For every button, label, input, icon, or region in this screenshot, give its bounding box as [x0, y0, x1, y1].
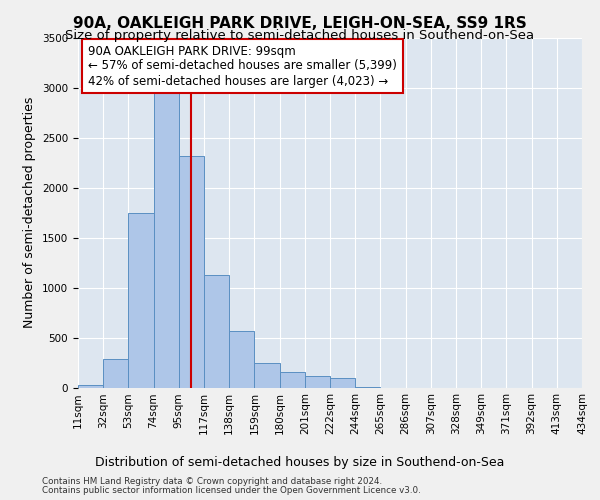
- Text: 90A, OAKLEIGH PARK DRIVE, LEIGH-ON-SEA, SS9 1RS: 90A, OAKLEIGH PARK DRIVE, LEIGH-ON-SEA, …: [73, 16, 527, 31]
- Bar: [204, 274, 229, 388]
- Y-axis label: Number of semi-detached properties: Number of semi-detached properties: [23, 97, 37, 328]
- Bar: [78, 384, 103, 388]
- Text: Size of property relative to semi-detached houses in Southend-on-Sea: Size of property relative to semi-detach…: [65, 29, 535, 42]
- Bar: [305, 376, 330, 388]
- Bar: [179, 156, 204, 388]
- Bar: [355, 387, 380, 388]
- Text: Distribution of semi-detached houses by size in Southend-on-Sea: Distribution of semi-detached houses by …: [95, 456, 505, 469]
- Bar: [330, 378, 355, 388]
- Bar: [280, 372, 305, 388]
- Text: Contains HM Land Registry data © Crown copyright and database right 2024.: Contains HM Land Registry data © Crown c…: [42, 477, 382, 486]
- Text: Contains public sector information licensed under the Open Government Licence v3: Contains public sector information licen…: [42, 486, 421, 495]
- Bar: [128, 212, 154, 388]
- Bar: [254, 362, 280, 388]
- Bar: [154, 82, 179, 388]
- Bar: [103, 358, 128, 388]
- Bar: [229, 330, 254, 388]
- Text: 90A OAKLEIGH PARK DRIVE: 99sqm
← 57% of semi-detached houses are smaller (5,399): 90A OAKLEIGH PARK DRIVE: 99sqm ← 57% of …: [88, 44, 397, 88]
